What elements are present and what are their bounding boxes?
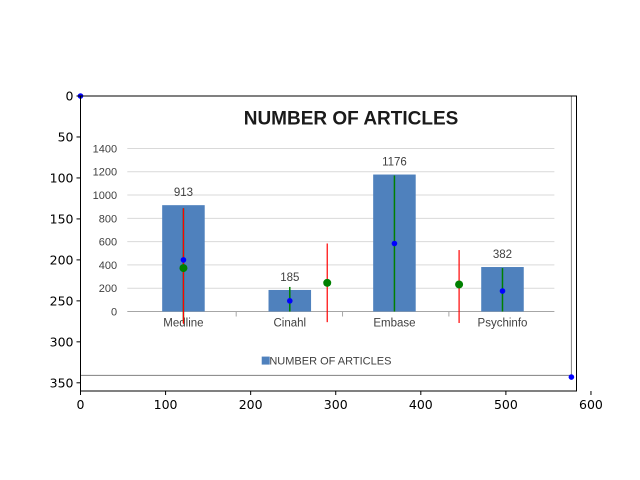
inner-chart-title: NUMBER OF ARTICLES bbox=[244, 109, 459, 130]
blue-marker bbox=[391, 240, 398, 247]
bar-data-label: 382 bbox=[493, 249, 512, 261]
blue-marker bbox=[499, 288, 506, 294]
green-marker bbox=[455, 280, 464, 289]
blue-marker bbox=[286, 298, 293, 304]
y-tick-label: 350 bbox=[50, 375, 74, 390]
x-tick-label: 300 bbox=[324, 397, 348, 412]
corner-point bbox=[568, 374, 575, 380]
bar-data-label: 185 bbox=[280, 272, 299, 284]
y-tick-label: 0 bbox=[66, 89, 74, 104]
outer-axes: 0 100 200 300 400 500 600 0 50 100 150 200 250 300 350 bbox=[50, 89, 603, 413]
inner-y-tick-label: 0 bbox=[111, 307, 117, 319]
x-tick-label: 100 bbox=[154, 397, 178, 412]
green-marker bbox=[323, 278, 332, 287]
x-tick-label: 600 bbox=[579, 397, 603, 412]
inner-frame-lines bbox=[80, 96, 572, 376]
inner-y-tick-label: 800 bbox=[99, 213, 117, 225]
axes-frame bbox=[80, 95, 577, 392]
green-marker bbox=[179, 264, 188, 273]
bar-data-label: 913 bbox=[174, 187, 193, 199]
legend-label: NUMBER OF ARTICLES bbox=[269, 356, 391, 368]
inner-y-tick-label: 200 bbox=[99, 283, 117, 295]
category-label: Psychinfo bbox=[478, 317, 528, 329]
x-tick-label: 500 bbox=[494, 397, 518, 412]
x-tick-label: 400 bbox=[409, 397, 433, 412]
inner-y-tick-label: 600 bbox=[99, 237, 117, 249]
overlay-annotations bbox=[77, 93, 575, 380]
inner-y-tick-label: 1000 bbox=[93, 190, 117, 202]
inner-y-tick-label: 1400 bbox=[93, 143, 117, 155]
y-tick-label: 50 bbox=[58, 129, 74, 144]
bar-data-label: 1176 bbox=[382, 157, 407, 169]
x-tick-label: 0 bbox=[77, 397, 85, 412]
legend-swatch bbox=[261, 356, 270, 365]
x-tick-label: 200 bbox=[239, 397, 263, 412]
inner-y-tick-label: 400 bbox=[99, 260, 117, 272]
category-label: Cinahl bbox=[273, 317, 306, 329]
y-tick-label: 300 bbox=[50, 334, 74, 349]
blue-marker bbox=[180, 257, 187, 263]
y-tick-label: 200 bbox=[50, 252, 74, 267]
y-tick-label: 150 bbox=[50, 211, 74, 226]
category-label: Embase bbox=[373, 317, 415, 329]
y-tick-label: 100 bbox=[50, 170, 74, 185]
y-tick-label: 250 bbox=[50, 293, 74, 308]
inner-y-tick-label: 1200 bbox=[93, 167, 117, 179]
